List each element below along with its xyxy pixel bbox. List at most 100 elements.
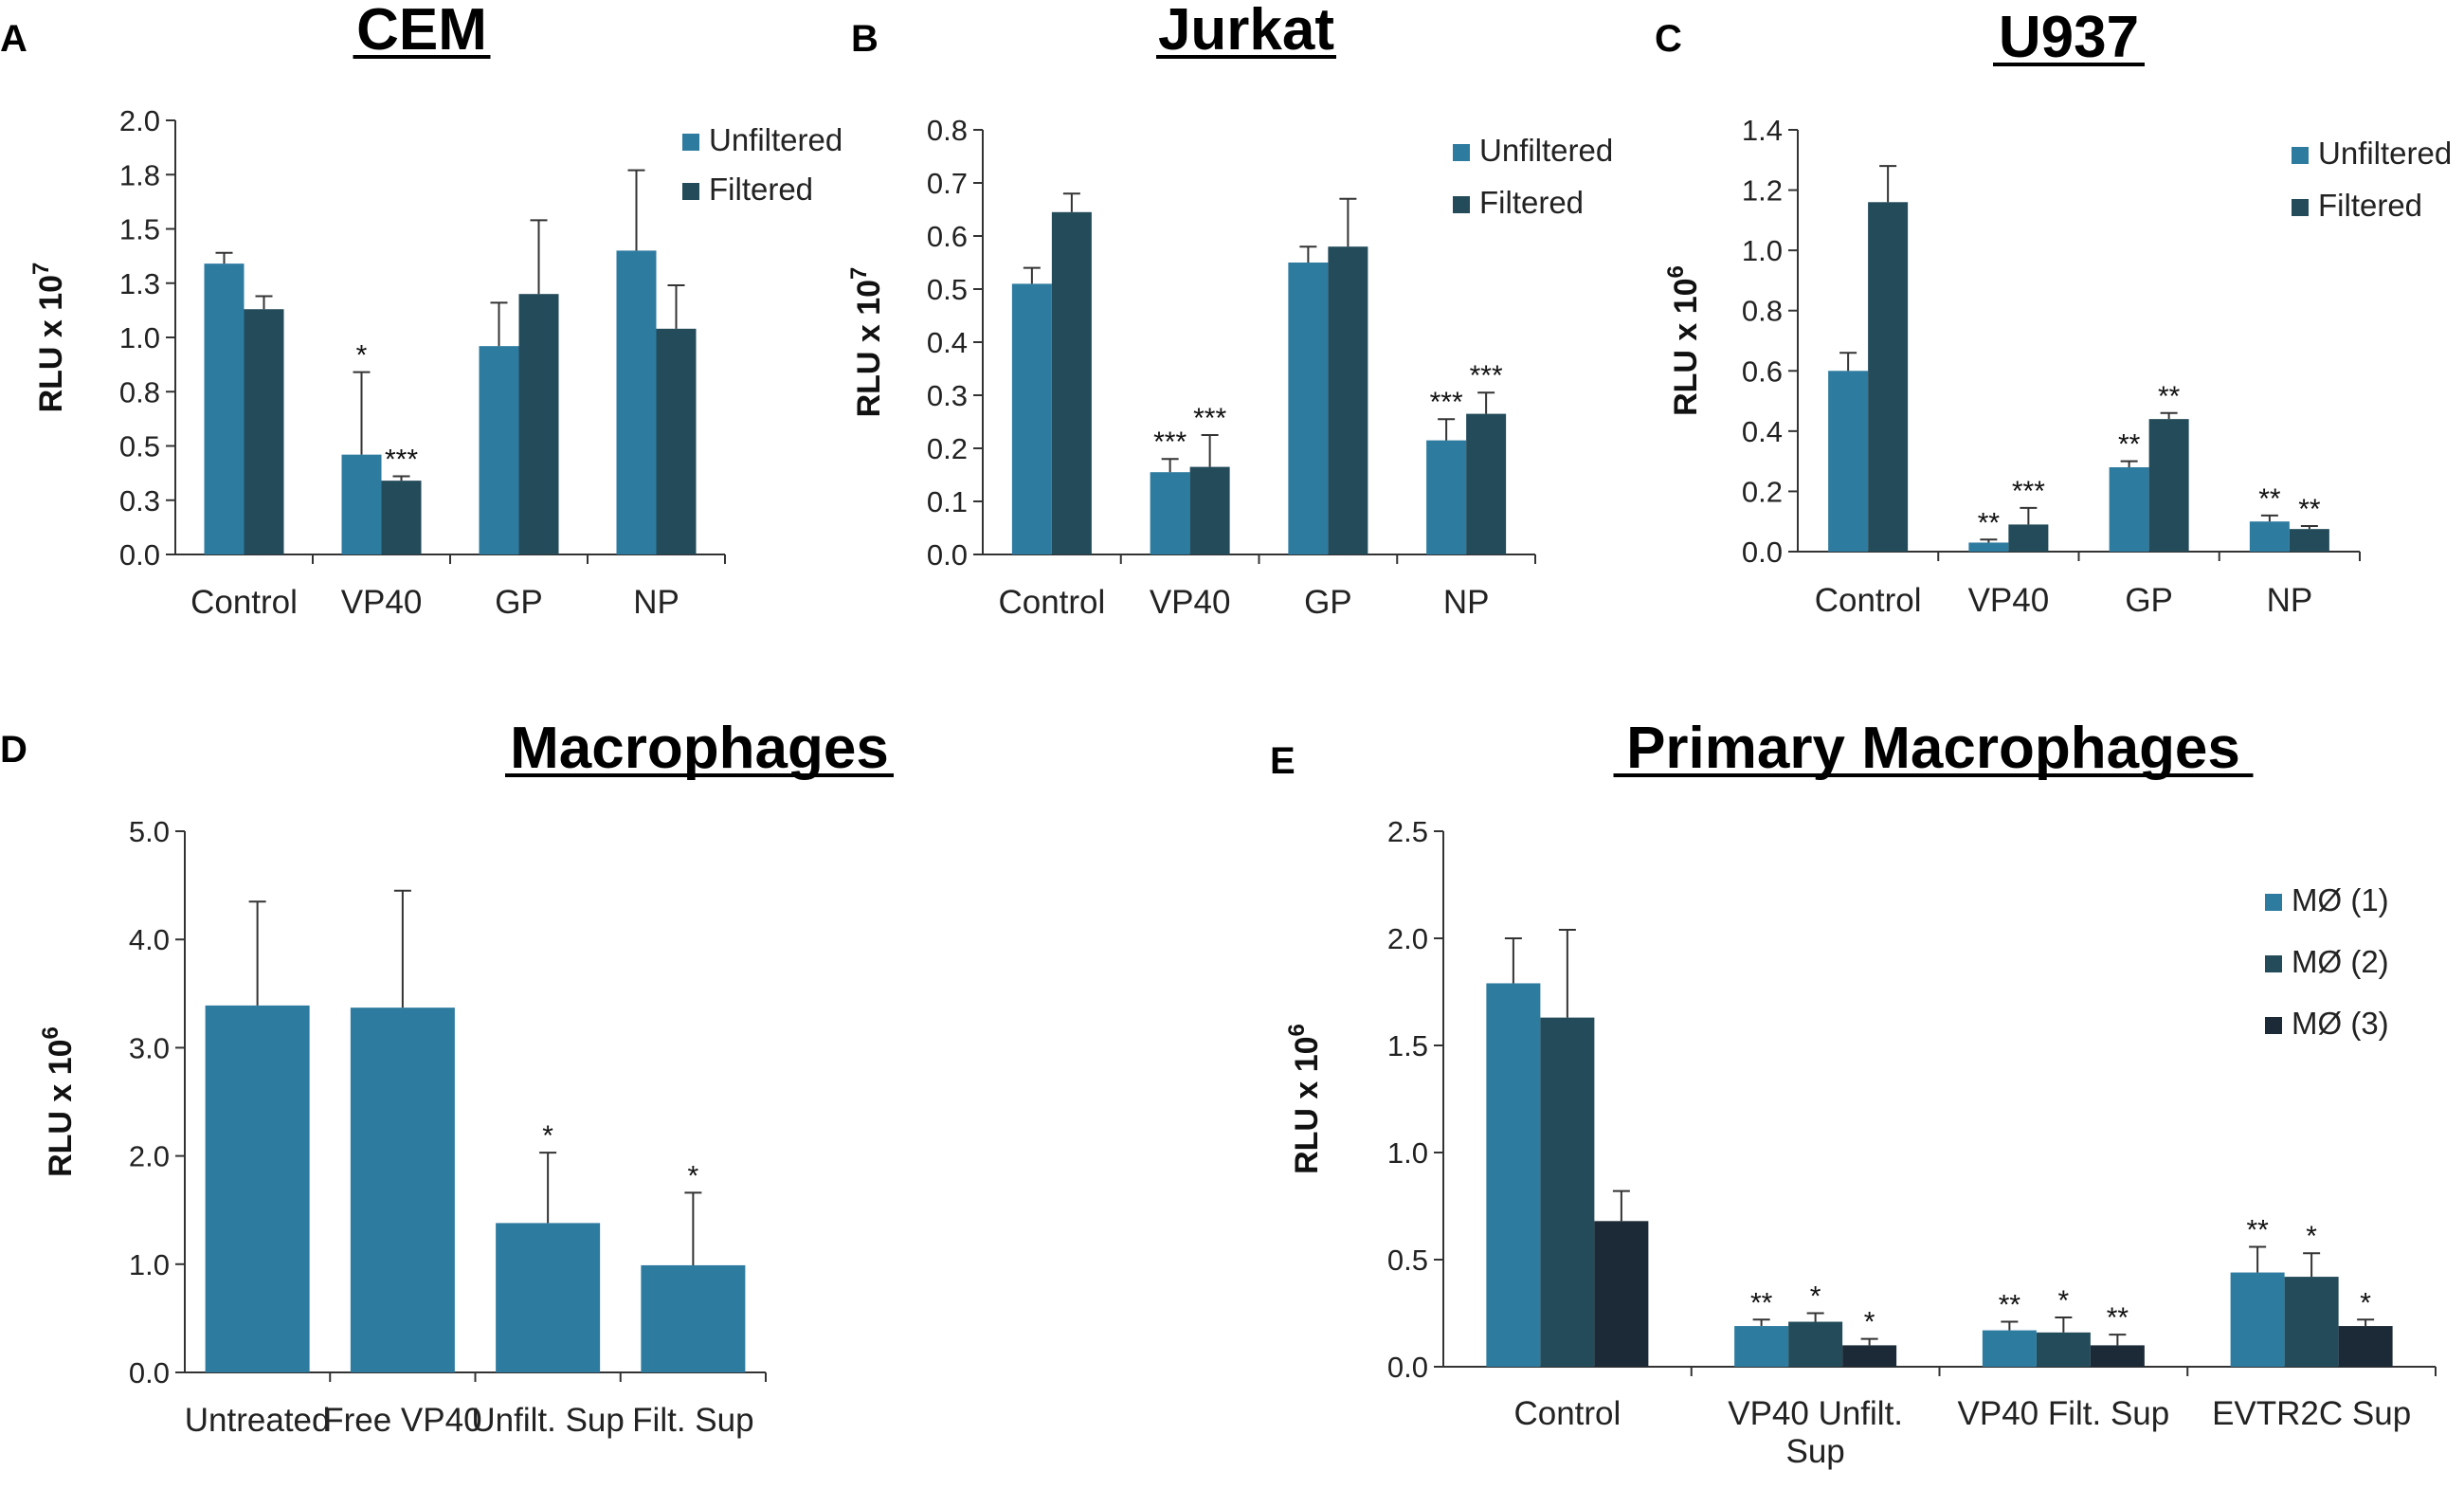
bar-m-2--control xyxy=(1540,1017,1595,1367)
significance-marker: * xyxy=(1810,1281,1821,1313)
x-tick-label-line: NP xyxy=(2267,582,2313,619)
y-tick-label: 1.0 xyxy=(129,1248,170,1281)
y-axis-label-text: RLU x 10 xyxy=(33,275,69,413)
y-tick-label: 0.0 xyxy=(1742,536,1783,569)
significance-marker: ** xyxy=(1750,1287,1773,1318)
y-tick-label: 0.3 xyxy=(927,379,968,412)
y-tick-label: 0.0 xyxy=(927,538,968,572)
bar-m-3--vp40-filt-sup xyxy=(2090,1345,2145,1367)
x-tick-label-line: Control xyxy=(190,584,298,621)
y-tick-label: 2.0 xyxy=(1387,922,1428,955)
panel-c: C U937 0.0 0.2 0.4 0.6 0.8 1.0 1.2 1.4 RLU x 106 Co… xyxy=(1655,5,2452,619)
x-tick-label: NP xyxy=(2267,582,2313,619)
x-tick-label-line: VP40 xyxy=(1968,582,2050,619)
bar-unfiltered-gp xyxy=(479,346,519,554)
x-tick-label: Filt. Sup xyxy=(632,1402,753,1439)
y-tick-label: 0.6 xyxy=(1742,354,1783,388)
significance-marker: ** xyxy=(2258,483,2281,515)
x-tick-label-line: VP40 Unfilt. xyxy=(1728,1395,1903,1432)
legend-swatch xyxy=(2292,147,2309,164)
bar-m-2--evtr2c-sup xyxy=(2284,1277,2339,1367)
significance-marker: ** xyxy=(1978,507,2001,538)
x-tick-label: NP xyxy=(1443,584,1490,621)
x-tick-label-line: VP40 xyxy=(341,584,423,621)
x-tick-label-line: Sup xyxy=(1785,1433,1844,1470)
x-tick-label: Control xyxy=(1815,582,1922,619)
bar-unfiltered-gp xyxy=(1288,263,1329,554)
significance-marker: * xyxy=(356,340,368,372)
x-tick-label-line: GP xyxy=(2125,582,2173,619)
significance-marker: ** xyxy=(2107,1302,2129,1334)
legend-label: Filtered xyxy=(1479,185,1584,220)
y-axis-label-exponent: 7 xyxy=(846,267,872,280)
x-tick-label-line: VP40 Filt. Sup xyxy=(1958,1395,2170,1432)
panel-b: B Jurkat 0.0 0.1 0.2 0.3 0.4 0.5 0.6 0.7 0.8 RLU x … xyxy=(846,0,1613,621)
x-tick-label-line: Control xyxy=(1815,582,1922,619)
y-tick-label: 0.3 xyxy=(119,484,160,518)
y-tick-label: 3.0 xyxy=(129,1031,170,1064)
y-tick-label: 0.8 xyxy=(1742,295,1783,328)
bar-filtered-control xyxy=(244,309,284,554)
y-tick-label: 5.0 xyxy=(129,815,170,848)
bar-unfiltered-np xyxy=(616,250,657,554)
panel-letter: B xyxy=(851,18,879,60)
y-axis-label-text: RLU x 10 xyxy=(1668,278,1704,416)
bar-unfiltered-np xyxy=(1426,440,1467,554)
legend-label: Filtered xyxy=(709,172,813,207)
bar-m-1--vp40-filt-sup xyxy=(1982,1330,2037,1367)
y-tick-label: 1.0 xyxy=(119,321,160,354)
bar-unfiltered-vp40 xyxy=(1968,542,2009,552)
bar-m-3--evtr2c-sup xyxy=(2338,1326,2393,1367)
x-tick-label-line: Control xyxy=(1513,1395,1621,1432)
x-tick-label: Free VP40 xyxy=(323,1402,481,1439)
significance-marker: *** xyxy=(2012,476,2045,507)
x-tick-label: Control xyxy=(190,584,298,621)
y-tick-label: 0.4 xyxy=(1742,415,1783,448)
legend-swatch xyxy=(1453,196,1470,213)
x-tick-label-line: Free VP40 xyxy=(323,1402,481,1439)
bar-m-1--control xyxy=(1486,983,1541,1367)
y-axis-label-text: RLU x 10 xyxy=(43,1039,79,1177)
y-tick-label: 2.0 xyxy=(119,104,160,137)
chart-title: Macrophages xyxy=(510,716,889,781)
legend-swatch xyxy=(2292,199,2309,216)
y-axis-label-exponent: 7 xyxy=(28,263,54,275)
y-tick-label: 0.2 xyxy=(927,432,968,465)
bar-unfiltered-control xyxy=(1011,283,1052,554)
x-tick-label-line: EVTR2C Sup xyxy=(2212,1395,2411,1432)
x-tick-label-line: NP xyxy=(1443,584,1490,621)
significance-marker: *** xyxy=(1470,360,1503,391)
significance-marker: ** xyxy=(2298,494,2321,525)
bar-m-2--vp40-unfilt-sup xyxy=(1788,1321,1843,1367)
bar-filtered-gp xyxy=(1328,246,1368,554)
bar-m-2--vp40-filt-sup xyxy=(2036,1332,2091,1367)
x-tick-label-line: GP xyxy=(1304,584,1352,621)
bar-series-untreated xyxy=(205,1005,310,1372)
bar-filtered-vp40 xyxy=(381,481,422,554)
x-tick-label-line: Untreated xyxy=(185,1402,331,1439)
y-tick-label: 0.6 xyxy=(927,220,968,253)
y-axis-label-exponent: 6 xyxy=(1284,1024,1310,1036)
chart-title: CEM xyxy=(356,0,487,63)
y-tick-label: 0.5 xyxy=(927,273,968,306)
y-tick-label: 0.5 xyxy=(1387,1244,1428,1277)
y-tick-label: 2.0 xyxy=(129,1140,170,1173)
significance-marker: * xyxy=(2058,1285,2070,1316)
y-axis-label-text: RLU x 10 xyxy=(851,280,887,418)
panel-d: D Macrophages 0.0 1.0 2.0 3.0 4.0 5.0 RLU x 106 U… xyxy=(0,716,894,1439)
bar-filtered-control xyxy=(1868,202,1909,553)
legend-label: Unfiltered xyxy=(709,122,842,157)
bar-unfiltered-vp40 xyxy=(341,454,382,554)
y-tick-label: 0.0 xyxy=(1387,1351,1428,1384)
bar-filtered-gp xyxy=(2148,419,2189,552)
bar-unfiltered-vp40 xyxy=(1150,472,1190,554)
bar-filtered-control xyxy=(1051,211,1092,555)
panel-letter: D xyxy=(0,729,27,771)
x-tick-label: VP40 xyxy=(341,584,423,621)
chart-title: U937 xyxy=(1999,5,2139,70)
legend-swatch xyxy=(2265,894,2282,911)
y-tick-label: 1.8 xyxy=(119,158,160,191)
significance-marker: *** xyxy=(385,445,418,476)
x-tick-label: GP xyxy=(2125,582,2173,619)
panel-e: E Primary Macrophages 0.0 0.5 1.0 1.5 2.0 2.5 RL… xyxy=(1270,716,2437,1470)
